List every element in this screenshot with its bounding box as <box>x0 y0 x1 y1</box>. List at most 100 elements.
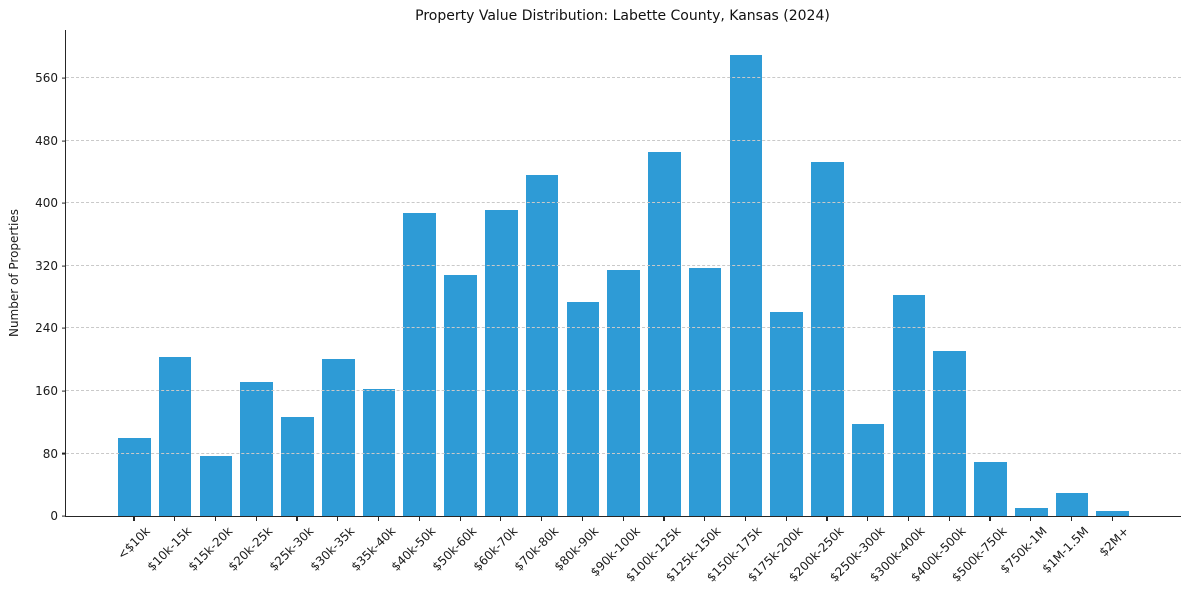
x-tick-mark <box>1070 517 1073 521</box>
x-slot: <$10k <box>113 517 154 589</box>
bar <box>770 312 803 516</box>
bar-slot <box>155 30 196 516</box>
gridline <box>66 327 1181 329</box>
x-tick-mark <box>1030 517 1032 521</box>
bar <box>892 294 926 516</box>
bar <box>281 416 314 516</box>
x-tick-mark <box>581 517 583 521</box>
bar-slot <box>1092 30 1133 516</box>
y-tick-mark <box>62 265 66 267</box>
gridline <box>66 139 1181 141</box>
y-tick-label: 320 <box>35 258 58 273</box>
x-slot: $750k-1M <box>998 517 1051 589</box>
bar <box>118 437 151 516</box>
bar <box>607 269 640 516</box>
x-slot: $60k-70k <box>470 517 521 589</box>
y-tick-mark <box>62 327 66 330</box>
x-tick-mark <box>907 517 910 521</box>
bar <box>240 381 273 516</box>
bar-slot <box>807 30 848 516</box>
x-slot: $500k-750k <box>949 517 1010 589</box>
x-tick-mark <box>744 517 747 521</box>
bar-slot <box>1052 30 1093 516</box>
x-slot: $400k-500k <box>908 517 969 589</box>
bar <box>1096 511 1130 516</box>
x-tick-mark <box>622 517 624 521</box>
x-axis-labels: <$10k $10k-15k $15k-20k $20k-25k $25k-30k $30… <box>65 517 1180 589</box>
x-slot: $15k-20k <box>185 517 236 589</box>
bar-slot <box>114 30 155 516</box>
x-slot: $175k-200k <box>745 517 806 589</box>
gridline <box>66 452 1181 454</box>
x-slot: $250k-300k <box>826 517 888 589</box>
y-tick-mark <box>62 515 66 517</box>
bar-slot <box>318 30 359 516</box>
y-tick-mark <box>62 77 66 80</box>
bar <box>648 151 681 516</box>
x-slot: $150k-175k <box>704 517 765 589</box>
x-tick-mark <box>418 517 420 521</box>
x-tick-mark <box>133 517 135 521</box>
bar <box>525 175 559 516</box>
x-slot: $200k-250k <box>786 517 847 589</box>
x-slot: $40k-50k <box>389 517 439 589</box>
chart-title: Property Value Distribution: Labette Cou… <box>415 8 830 24</box>
y-tick-mark <box>62 452 66 455</box>
x-slot: $80k-90k <box>552 517 602 589</box>
x-tick-mark <box>214 517 217 521</box>
bar-slot <box>929 30 970 516</box>
x-tick-mark <box>948 517 950 521</box>
bar <box>199 455 233 516</box>
gridline <box>66 389 1181 391</box>
x-tick-mark <box>826 517 828 521</box>
y-axis-label: Number of Properties <box>7 208 21 338</box>
x-slot: $125k-150k <box>663 517 725 589</box>
bar-slot <box>603 30 644 516</box>
bar-slot <box>725 30 766 516</box>
x-tick-mark <box>541 517 543 521</box>
y-tick-label: 560 <box>35 71 58 86</box>
bar-slot <box>481 30 522 516</box>
bar-slot <box>236 30 277 516</box>
x-tick-mark <box>459 517 461 521</box>
x-slot: $2M+ <box>1091 517 1132 589</box>
x-tick-mark <box>704 517 706 521</box>
y-tick-label: 160 <box>35 383 58 398</box>
bar-slot <box>440 30 481 516</box>
bar <box>811 162 844 516</box>
x-slot: $50k-60k <box>430 517 480 589</box>
bar <box>933 351 966 516</box>
gridline <box>66 77 1181 79</box>
bar-slot <box>562 30 603 516</box>
x-tick-label: <$10k <box>115 524 154 563</box>
plot-area: 0 80 160 240 320 400 480 560 <box>35 30 1181 523</box>
y-tick-mark <box>62 202 66 205</box>
y-tick-label: 0 <box>50 509 58 523</box>
y-tick-mark <box>62 390 66 392</box>
gridline <box>66 264 1181 266</box>
y-tick-label: 80 <box>42 446 58 461</box>
x-slot: $70k-80k <box>511 517 562 589</box>
x-tick-mark <box>663 517 665 521</box>
bar <box>403 212 437 516</box>
bar-slot <box>196 30 237 516</box>
gridline <box>66 202 1181 204</box>
bar-slot <box>766 30 807 516</box>
bar <box>321 358 355 516</box>
bar <box>974 462 1007 516</box>
x-tick-mark <box>337 517 339 521</box>
x-tick-mark <box>867 517 869 521</box>
bar <box>484 209 518 516</box>
x-tick-mark <box>377 517 380 521</box>
x-slot: $100k-125k <box>623 517 684 589</box>
x-tick-mark <box>500 517 502 521</box>
x-tick-mark <box>785 517 787 521</box>
x-tick-mark <box>174 517 176 521</box>
x-slot: $90k-100k <box>587 517 643 589</box>
x-tick-mark <box>255 517 257 521</box>
bars-layer <box>66 30 1181 516</box>
bar <box>1055 493 1089 516</box>
x-slot: $35k-40k <box>348 517 399 589</box>
bar-slot <box>848 30 889 516</box>
